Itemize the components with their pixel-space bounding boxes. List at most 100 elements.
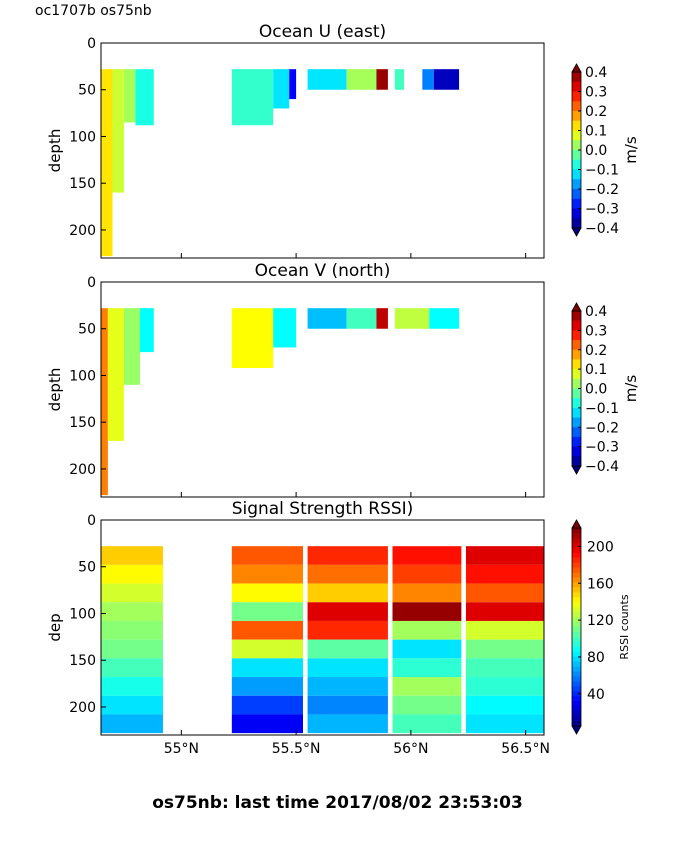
x-tick-label: 56.5°N [501, 741, 550, 757]
colorbar-segment [572, 547, 581, 554]
y-tick-label: 200 [69, 462, 96, 478]
colorbar-segment [572, 721, 581, 727]
y-axis-label: depth [46, 129, 64, 173]
rssi-cell [392, 602, 462, 621]
heatmap-cell [107, 308, 124, 441]
heatmap-cell [123, 69, 136, 123]
y-tick-label: 200 [69, 700, 96, 716]
colorbar-label: m/s [622, 375, 640, 403]
corner-label: oc1707b os75nb [35, 3, 152, 19]
colorbar-tick-label: 0.1 [585, 362, 607, 378]
heatmap-cell [289, 69, 297, 100]
rssi-cell [101, 677, 163, 696]
plot-frame [100, 281, 545, 498]
rssi-cell [465, 546, 544, 565]
x-tick-label: 55°N [164, 741, 199, 757]
heatmap-cell [273, 308, 297, 348]
y-axis-label: depth [46, 368, 64, 412]
colorbar-segment [572, 91, 581, 102]
rssi-cell [392, 695, 462, 715]
colorbar-segment [572, 572, 581, 578]
heatmap-cell [394, 69, 404, 90]
colorbar-segment [572, 716, 581, 722]
colorbar-segment [572, 436, 581, 448]
heatmap-cell [231, 308, 274, 368]
colorbar: 0.4 0.3 0.2 0.1 0.0 −0.1 −0.2 −0.3 −0.4 m/s [571, 63, 640, 237]
colorbar-tick-label: 0.0 [585, 143, 607, 159]
y-tick-label: 150 [69, 415, 96, 431]
heatmap-cell [140, 308, 154, 353]
rssi-cell [231, 583, 303, 603]
colorbar-segment [572, 140, 581, 151]
colorbar-segment [572, 592, 581, 598]
rssi-cell [392, 583, 462, 603]
colorbar-segment [572, 330, 581, 341]
y-tick-label: 50 [78, 83, 96, 99]
footer-last-time: os75nb: last time 2017/08/02 23:53:03 [152, 793, 523, 813]
colorbar-segment [572, 417, 581, 428]
y-tick-label: 50 [78, 322, 96, 338]
rssi-cell [307, 677, 388, 696]
colorbar-tick-label: 0.0 [585, 382, 607, 398]
rssi-cell [392, 639, 462, 659]
rssi-cell [465, 583, 544, 603]
y-tick-label: 0 [87, 36, 96, 52]
rssi-cell [101, 546, 163, 565]
chart-title: Ocean U (east) [259, 22, 386, 42]
x-tick-label: 56°N [393, 741, 428, 757]
colorbar-segment [572, 150, 581, 161]
colorbar-min-arrow [571, 227, 582, 237]
colorbar-segment [572, 159, 581, 170]
colorbar-max-arrow [571, 302, 582, 312]
colorbar: 0.4 0.3 0.2 0.1 0.0 −0.1 −0.2 −0.3 −0.4 m/s [571, 302, 640, 475]
colorbar-segment [572, 686, 581, 692]
colorbar-tick-label: 0.3 [585, 85, 607, 101]
colorbar-segment [572, 398, 581, 409]
rssi-cell [101, 620, 163, 640]
colorbar-segment [572, 711, 581, 717]
colorbar-segment [572, 179, 581, 190]
rssi-cell [465, 602, 544, 621]
rssi-cell [307, 602, 388, 621]
colorbar-segment [572, 641, 581, 648]
heatmap-cell [433, 69, 460, 90]
rssi-cell [392, 658, 462, 678]
rssi-cell [465, 620, 544, 640]
rssi-cell [307, 620, 388, 640]
y-tick-label: 200 [69, 223, 96, 239]
colorbar-tick-label: −0.3 [585, 202, 619, 218]
colorbar-segment [572, 111, 581, 122]
rssi-cell [231, 714, 303, 734]
y-axis-label: dep [46, 613, 64, 641]
y-tick-label: 100 [69, 129, 96, 145]
colorbar-tick-label: −0.4 [585, 221, 619, 237]
rssi-cell [307, 658, 388, 678]
colorbar-tick-label: 80 [587, 650, 605, 666]
colorbar-segment [572, 656, 581, 663]
colorbar-segment [572, 208, 581, 219]
colorbar-segment [572, 676, 581, 682]
colorbar-segment [572, 552, 581, 559]
rssi-cell [465, 695, 544, 715]
colorbar-segment [572, 120, 581, 131]
heatmap-cell [376, 69, 388, 90]
colorbar-segment [572, 359, 581, 370]
plot-frame [100, 42, 545, 259]
rssi-cell [465, 639, 544, 659]
colorbar-segment [572, 407, 581, 419]
rssi-cell [465, 564, 544, 584]
heatmap-cell [429, 308, 460, 329]
colorbar-segment [572, 320, 581, 331]
colorbar-tick-label: 0.1 [585, 124, 607, 140]
rssi-cell [307, 695, 388, 715]
heatmap-cell [101, 308, 108, 496]
colorbar-segment [572, 198, 581, 209]
colorbar-segment [572, 532, 581, 539]
y-tick-label: 0 [87, 513, 96, 529]
colorbar-segment [572, 602, 581, 608]
colorbar: 200 160 120 80 40 RSSI counts [571, 519, 631, 735]
colorbar-segment [572, 189, 581, 200]
rssi-cell [465, 677, 544, 696]
y-tick-label: 0 [87, 275, 96, 291]
